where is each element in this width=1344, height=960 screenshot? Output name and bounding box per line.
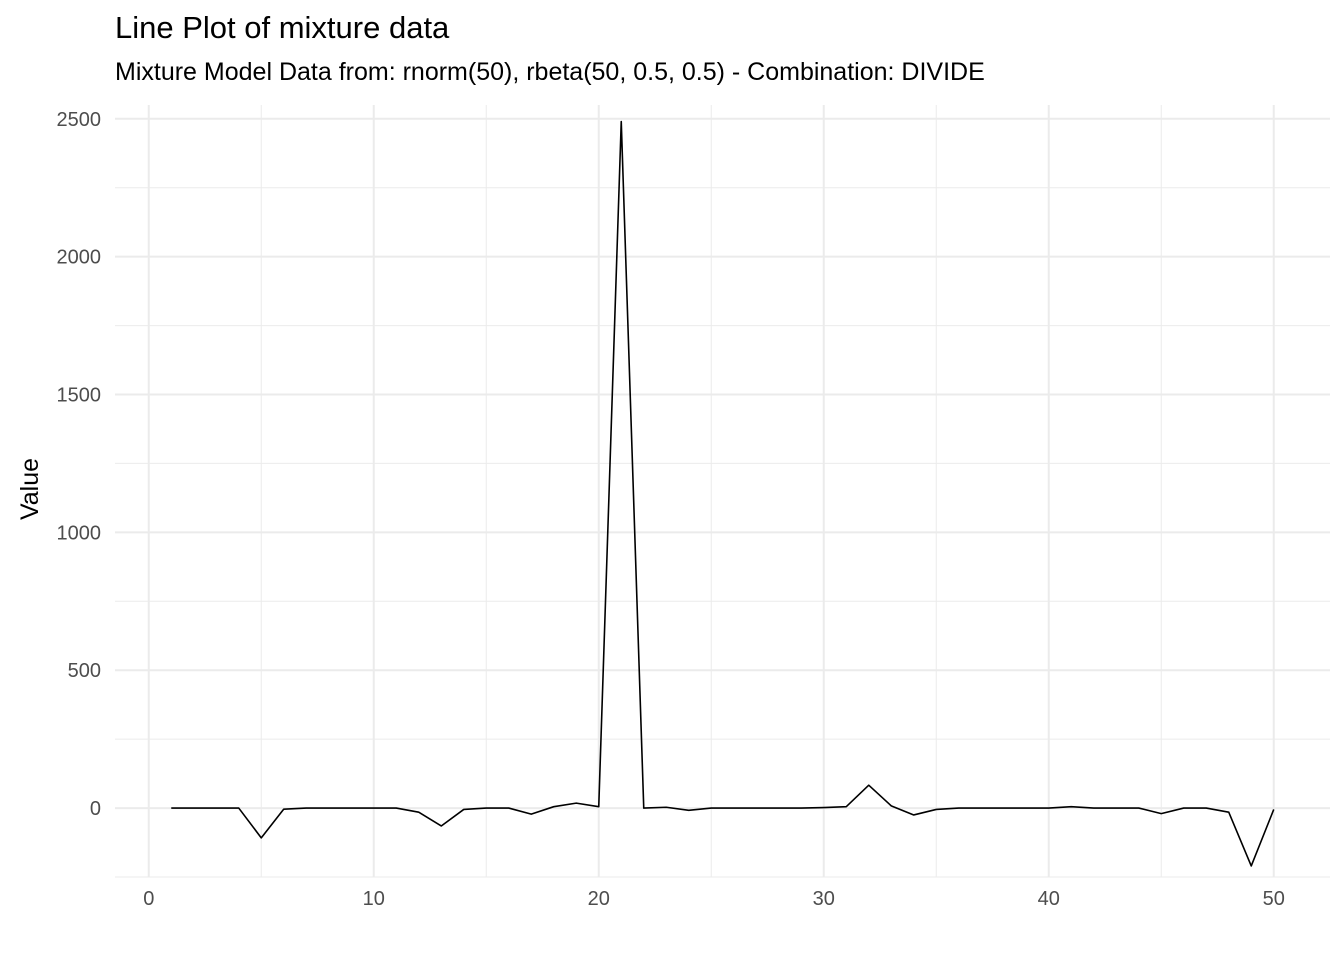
y-axis-label: Value xyxy=(16,458,44,520)
major-gridlines xyxy=(115,105,1330,877)
y-tick-label: 0 xyxy=(90,798,101,820)
y-tick-label: 2500 xyxy=(57,109,102,131)
x-tick-label: 0 xyxy=(143,888,154,910)
y-tick-label: 1000 xyxy=(57,522,102,544)
y-tick-label: 2000 xyxy=(57,247,102,269)
x-tick-label: 10 xyxy=(363,888,385,910)
x-tick-label: 20 xyxy=(588,888,610,910)
chart-subtitle: Mixture Model Data from: rnorm(50), rbet… xyxy=(115,58,985,86)
y-axis-ticks: 0 500 1000 1500 2000 2500 xyxy=(57,109,102,820)
y-tick-label: 1500 xyxy=(57,385,102,407)
y-tick-label: 500 xyxy=(68,660,101,682)
x-tick-label: 40 xyxy=(1038,888,1060,910)
x-axis-ticks: 0 10 20 30 40 50 xyxy=(143,888,1285,910)
x-tick-label: 50 xyxy=(1263,888,1285,910)
minor-gridlines xyxy=(115,105,1330,878)
series-line xyxy=(171,120,1275,867)
series-group xyxy=(171,120,1275,867)
chart-title: Line Plot of mixture data xyxy=(115,10,450,45)
x-tick-label: 30 xyxy=(813,888,835,910)
